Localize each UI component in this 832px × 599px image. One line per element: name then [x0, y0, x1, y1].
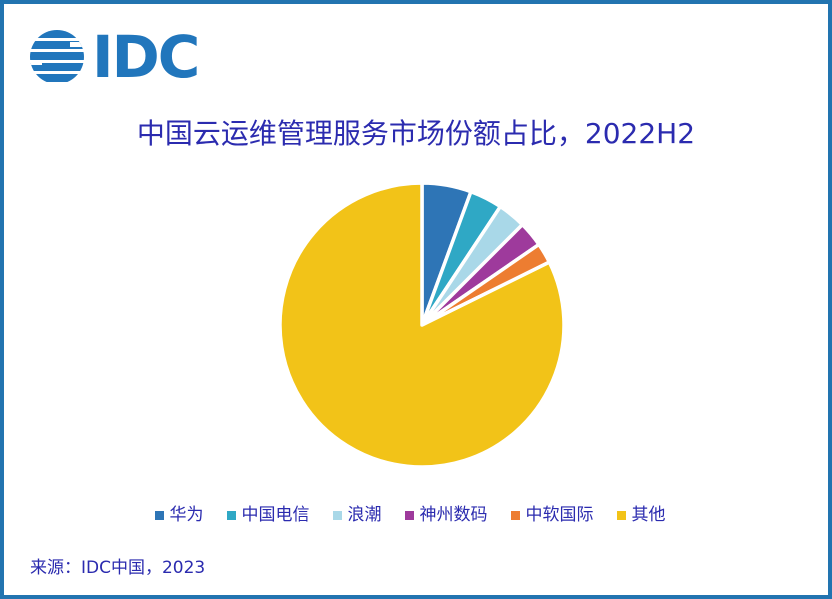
legend: 华为 中国电信 浪潮 神州数码 中软国际 其他 [4, 504, 816, 526]
legend-item: 中软国际 [510, 504, 594, 526]
legend-item: 神州数码 [404, 504, 488, 526]
idc-logo: IDC [30, 23, 200, 91]
legend-item: 中国电信 [226, 504, 310, 526]
legend-label: 其他 [631, 505, 666, 525]
legend-swatch-icon [510, 510, 520, 520]
legend-label: 中国电信 [241, 505, 310, 525]
idc-logo-text: IDC [92, 23, 200, 91]
legend-item: 浪潮 [332, 504, 382, 526]
legend-item: 华为 [154, 504, 204, 526]
legend-swatch-icon [154, 510, 164, 520]
legend-label: 浪潮 [347, 505, 382, 525]
legend-swatch-icon [332, 510, 342, 520]
legend-swatch-icon [616, 510, 626, 520]
idc-globe-icon [30, 30, 84, 84]
chart-title: 中国云运维管理服务市场份额占比，2022H2 [136, 117, 696, 150]
pie-chart [278, 181, 566, 469]
legend-label: 神州数码 [419, 505, 488, 525]
legend-label: 华为 [169, 505, 204, 525]
legend-swatch-icon [404, 510, 414, 520]
pie-slice-其他 [278, 181, 566, 469]
source-note: 来源：IDC中国，2023 [30, 558, 206, 578]
legend-label: 中软国际 [525, 505, 594, 525]
legend-swatch-icon [226, 510, 236, 520]
pie-chart-area [271, 174, 573, 476]
legend-item: 其他 [616, 504, 666, 526]
